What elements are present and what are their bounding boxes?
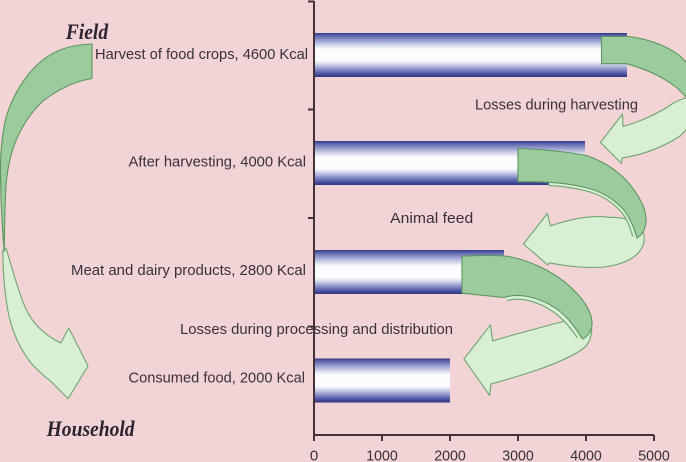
svg-text:Animal feed: Animal feed bbox=[390, 210, 473, 227]
svg-text:4000: 4000 bbox=[570, 447, 602, 462]
svg-text:Harvest of food crops, 4600 Kc: Harvest of food crops, 4600 Kcal bbox=[95, 46, 308, 63]
svg-text:Field: Field bbox=[65, 19, 109, 44]
svg-text:Losses during processing and d: Losses during processing and distributio… bbox=[180, 321, 453, 338]
svg-text:Household: Household bbox=[46, 416, 136, 441]
svg-text:Consumed food, 2000 Kcal: Consumed food, 2000 Kcal bbox=[129, 370, 306, 387]
svg-text:Meat and dairy products, 2800: Meat and dairy products, 2800 Kcal bbox=[71, 262, 306, 279]
svg-text:1000: 1000 bbox=[366, 447, 398, 462]
svg-text:After harvesting, 4000 Kcal: After harvesting, 4000 Kcal bbox=[129, 154, 307, 171]
svg-text:2000: 2000 bbox=[434, 447, 466, 462]
svg-text:0: 0 bbox=[310, 447, 318, 462]
svg-text:5000: 5000 bbox=[638, 447, 670, 462]
svg-text:3000: 3000 bbox=[502, 447, 534, 462]
svg-text:Losses during harvesting: Losses during harvesting bbox=[475, 97, 638, 114]
